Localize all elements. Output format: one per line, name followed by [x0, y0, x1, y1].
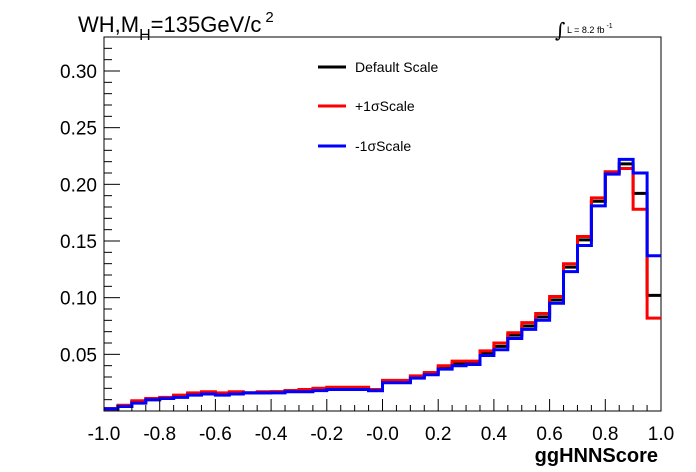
title-main: WH,M [78, 12, 139, 37]
y-tick-label: 0.25 [60, 119, 97, 140]
axis-layer: -1.0 -0.8 -0.6 -0.4 -0.2 -0.0 0.2 0.4 0.6 0.8 1.0 0… [60, 47, 674, 445]
x-tick-label: -0.4 [255, 424, 288, 445]
x-tick-label: -0.2 [310, 424, 343, 445]
y-tick-label: 0.15 [60, 232, 97, 253]
chart-title: WH,MH=135GeV/c 2 [78, 9, 274, 44]
title-value: =135GeV/c [151, 12, 262, 37]
y-tick-label: 0.05 [60, 345, 97, 366]
legend-label-0: Default Scale [355, 59, 438, 75]
lumi-annotation: ∫ L = 8.2 fb -1 [555, 18, 613, 42]
x-tick-label: -0.0 [366, 424, 399, 445]
x-tick-label: -1.0 [88, 424, 121, 445]
series-layer [104, 157, 661, 411]
lumi-superscript: -1 [606, 23, 612, 30]
y-tick-label: 0.20 [60, 175, 97, 196]
lumi-label: L = 8.2 fb -1 [567, 23, 613, 35]
title-superscript: 2 [265, 9, 273, 26]
x-tick-label: 0.4 [481, 424, 508, 445]
x-tick-label: 0.6 [536, 424, 562, 445]
series-line-2 [104, 157, 661, 411]
title-subscript: H [139, 27, 151, 44]
legend: Default Scale +1σScale -1σScale [318, 59, 438, 154]
x-tick-label: 0.8 [592, 424, 618, 445]
series-line-1 [104, 167, 661, 411]
x-tick-label: 1.0 [648, 424, 674, 445]
legend-label-1: +1σScale [355, 98, 415, 114]
x-tick-label: -0.8 [143, 424, 176, 445]
y-tick-label: 0.10 [60, 289, 97, 310]
x-tick-label: 0.2 [425, 424, 451, 445]
integral-sign: ∫ [555, 18, 565, 42]
y-tick-label: 0.30 [60, 62, 97, 83]
x-tick-label: -0.6 [199, 424, 232, 445]
lumi-value: L = 8.2 fb [567, 25, 604, 35]
legend-label-2: -1σScale [355, 138, 411, 154]
x-axis-label: ggHNNScore [535, 445, 658, 467]
